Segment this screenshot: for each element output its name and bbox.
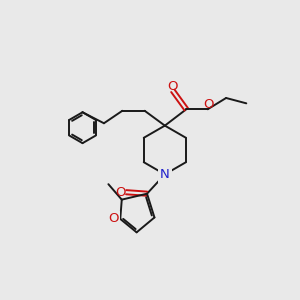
Text: N: N: [160, 168, 170, 181]
Text: O: O: [168, 80, 178, 94]
Text: O: O: [116, 186, 126, 199]
Text: O: O: [109, 212, 119, 226]
Text: O: O: [204, 98, 214, 111]
